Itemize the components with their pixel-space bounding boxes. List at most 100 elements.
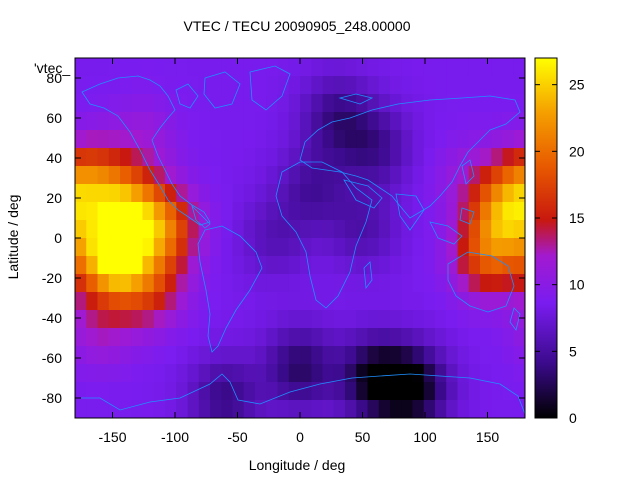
coastline-overlay <box>78 65 525 415</box>
heatmap-cell <box>153 166 166 185</box>
heatmap-cell <box>165 364 177 383</box>
heatmap-cell <box>435 346 447 365</box>
heatmap-cell <box>367 292 380 311</box>
heatmap-cell <box>390 58 402 77</box>
heatmap-cell <box>176 166 189 185</box>
heatmap-cell <box>457 382 470 401</box>
heatmap-cell <box>75 346 87 365</box>
heatmap-cell <box>176 220 189 239</box>
heatmap-cell <box>502 310 515 329</box>
heatmap-cell <box>457 364 470 383</box>
heatmap-cell <box>176 202 189 221</box>
heatmap-cell <box>446 148 459 167</box>
heatmap-cell <box>266 400 279 418</box>
heatmap-cell <box>322 292 335 311</box>
heatmap-cell <box>75 292 87 311</box>
heatmap-cell <box>333 130 346 149</box>
heatmap-cell <box>491 400 504 418</box>
heatmap-cell <box>435 292 447 311</box>
y-tick-label: 0 <box>54 230 62 246</box>
heatmap-cell <box>356 364 369 383</box>
heatmap-cell <box>198 202 211 221</box>
heatmap-cell <box>322 76 335 95</box>
heatmap-cell <box>333 58 346 77</box>
heatmap-cell <box>221 346 234 365</box>
heatmap-cell <box>131 166 144 185</box>
heatmap-cell <box>153 400 166 418</box>
heatmap-cell <box>277 202 290 221</box>
heatmap-cell <box>86 202 99 221</box>
heatmap-cell <box>288 166 301 185</box>
heatmap-cell <box>513 76 525 95</box>
heatmap-cell <box>333 76 346 95</box>
heatmap-cell <box>221 202 234 221</box>
heatmap-cell <box>480 76 492 95</box>
heatmap-cell <box>288 184 301 203</box>
heatmap-cell <box>266 382 279 401</box>
heatmap-cell <box>97 274 110 293</box>
heatmap-cell <box>243 400 256 418</box>
heatmap-cell <box>75 364 87 383</box>
heatmap-cell <box>457 148 470 167</box>
heatmap-cell <box>120 292 132 311</box>
heatmap-cell <box>221 382 234 401</box>
heatmap-cell <box>367 112 380 131</box>
heatmap-cell <box>108 364 121 383</box>
heatmap-cell <box>142 76 155 95</box>
heatmap-cell <box>457 58 470 77</box>
heatmap-cell <box>311 58 324 77</box>
heatmap-cell <box>390 364 402 383</box>
heatmap-cell <box>423 400 436 418</box>
heatmap-cell <box>288 328 301 347</box>
heatmap-cell <box>300 148 312 167</box>
heatmap-cell <box>288 400 301 418</box>
heatmap-cell <box>390 130 402 149</box>
heatmap-cell <box>75 76 87 95</box>
heatmap-cell <box>378 202 391 221</box>
heatmap-cell <box>232 202 245 221</box>
heatmap-cell <box>176 238 189 257</box>
heatmap-cell <box>491 328 504 347</box>
heatmap-cell <box>513 202 525 221</box>
heatmap-cell <box>367 328 380 347</box>
heatmap-cell <box>153 256 166 275</box>
heatmap-cell <box>210 364 222 383</box>
heatmap-cell <box>480 364 492 383</box>
heatmap-cell <box>221 184 234 203</box>
heatmap-cell <box>266 256 279 275</box>
heatmap-cell <box>198 130 211 149</box>
heatmap-cell <box>165 238 177 257</box>
heatmap-cell <box>311 310 324 329</box>
heatmap-cell <box>255 184 267 203</box>
heatmap-cell <box>491 130 504 149</box>
heatmap-cell <box>97 148 110 167</box>
y-tick-label: -60 <box>42 350 62 366</box>
heatmap-cell <box>266 310 279 329</box>
heatmap-cell <box>288 256 301 275</box>
heatmap-cell <box>322 400 335 418</box>
heatmap-cell <box>288 58 301 77</box>
heatmap-cell <box>491 238 504 257</box>
heatmap-cell <box>446 292 459 311</box>
heatmap-cell <box>446 382 459 401</box>
heatmap-cell <box>255 58 267 77</box>
heatmap-cell <box>367 256 380 275</box>
heatmap-cell <box>243 328 256 347</box>
heatmap-cell <box>288 112 301 131</box>
heatmap-cell <box>221 328 234 347</box>
heatmap-cell <box>75 112 87 131</box>
heatmap-cell <box>277 112 290 131</box>
heatmap-cell <box>86 346 99 365</box>
heatmap-cell <box>120 400 132 418</box>
heatmap-cell <box>457 202 470 221</box>
heatmap-cell <box>266 166 279 185</box>
heatmap-cell <box>232 166 245 185</box>
heatmap-cell <box>468 292 481 311</box>
heatmap-cell <box>210 256 222 275</box>
heatmap-cell <box>446 364 459 383</box>
heatmap-cell <box>412 346 425 365</box>
heatmap-cell <box>120 148 132 167</box>
heatmap-cell <box>401 346 414 365</box>
x-tick-label: -50 <box>227 429 247 445</box>
heatmap-cell <box>480 382 492 401</box>
